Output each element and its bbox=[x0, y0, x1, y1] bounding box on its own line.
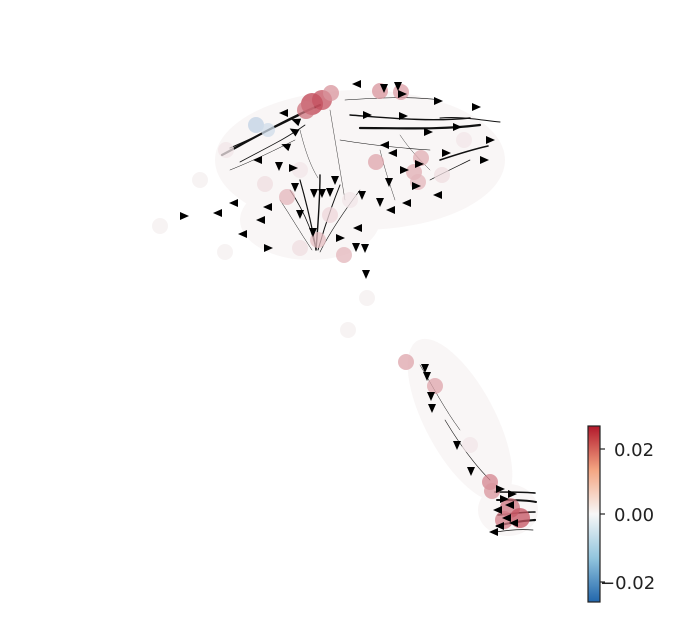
velocity-arrow bbox=[423, 372, 431, 381]
velocity-arrow bbox=[500, 495, 509, 503]
velocity-arrow bbox=[385, 178, 393, 187]
cell-point bbox=[261, 123, 275, 137]
velocity-arrow bbox=[489, 528, 498, 536]
velocity-arrow bbox=[480, 156, 489, 164]
velocity-arrow bbox=[362, 270, 370, 279]
velocity-arrow bbox=[256, 216, 265, 224]
cell-point bbox=[427, 378, 443, 394]
velocity-arrow bbox=[398, 90, 407, 98]
velocity-arrow bbox=[502, 514, 511, 522]
velocity-arrow bbox=[400, 166, 409, 174]
velocity-arrow bbox=[427, 392, 435, 401]
cell-point bbox=[342, 192, 358, 208]
velocity-arrow bbox=[453, 123, 462, 131]
velocity-arrow bbox=[388, 149, 397, 157]
velocity-arrow bbox=[442, 149, 451, 157]
cell-point bbox=[462, 437, 478, 453]
velocity-arrow bbox=[428, 404, 436, 413]
velocity-arrow bbox=[358, 191, 366, 200]
cell-point bbox=[456, 132, 472, 148]
velocity-arrow bbox=[279, 109, 288, 117]
cell-point bbox=[217, 244, 233, 260]
cell-point bbox=[257, 176, 273, 192]
velocity-arrow bbox=[336, 234, 345, 242]
colorbar-gradient bbox=[587, 425, 601, 603]
velocity-arrow bbox=[264, 244, 273, 252]
cell-point bbox=[152, 218, 168, 234]
velocity-arrow bbox=[493, 506, 502, 514]
cell-point bbox=[359, 290, 375, 306]
colorbar: 0.02 0.00 −0.02 bbox=[587, 425, 655, 603]
cell-point bbox=[192, 172, 208, 188]
velocity-arrow bbox=[380, 84, 388, 93]
velocity-arrow bbox=[352, 80, 361, 88]
colorbar-tick-label: 0.00 bbox=[614, 505, 654, 526]
velocity-arrow bbox=[318, 189, 326, 198]
colorbar-tick-label: 0.02 bbox=[614, 440, 654, 461]
velocity-arrow bbox=[424, 128, 433, 136]
cell-point bbox=[323, 85, 339, 101]
velocity-arrow bbox=[275, 162, 283, 171]
velocity-arrow bbox=[291, 183, 299, 192]
velocity-arrow bbox=[508, 490, 517, 498]
velocity-arrow bbox=[399, 112, 408, 120]
velocity-arrows bbox=[180, 80, 518, 536]
velocity-arrow bbox=[412, 182, 421, 190]
velocity-arrow bbox=[296, 210, 304, 219]
velocity-arrow bbox=[509, 519, 518, 527]
velocity-arrow bbox=[433, 191, 442, 199]
velocity-arrow bbox=[289, 128, 300, 137]
cell-point bbox=[340, 322, 356, 338]
velocity-arrow bbox=[505, 501, 514, 509]
velocity-arrow bbox=[421, 364, 429, 373]
velocity-arrow bbox=[263, 203, 272, 211]
velocity-arrow bbox=[415, 160, 424, 168]
cell-point bbox=[292, 240, 308, 256]
velocity-arrow bbox=[402, 199, 411, 207]
cell-point bbox=[398, 354, 414, 370]
velocity-arrow bbox=[253, 156, 262, 164]
velocity-arrow bbox=[453, 441, 461, 450]
cell-point bbox=[322, 207, 338, 223]
velocity-arrow bbox=[213, 209, 222, 217]
cell-point bbox=[510, 508, 530, 528]
cell-point bbox=[297, 101, 315, 119]
velocity-arrow bbox=[238, 230, 247, 238]
colorbar-tick-label: −0.02 bbox=[600, 573, 655, 594]
cell-point bbox=[292, 162, 308, 178]
velocity-arrow bbox=[361, 244, 369, 253]
velocity-arrow bbox=[352, 243, 360, 252]
velocity-arrow bbox=[229, 199, 238, 207]
velocity-arrow bbox=[394, 82, 402, 91]
velocity-arrow bbox=[380, 141, 389, 149]
velocity-arrow bbox=[495, 522, 504, 530]
velocity-arrow bbox=[486, 136, 495, 144]
velocity-arrow bbox=[309, 228, 317, 237]
velocity-arrow bbox=[376, 198, 384, 207]
velocity-arrow bbox=[363, 111, 372, 119]
velocity-arrow bbox=[289, 164, 298, 172]
velocity-arrow bbox=[310, 189, 318, 198]
cell-point bbox=[279, 189, 295, 205]
velocity-arrow bbox=[281, 143, 292, 152]
velocity-arrow bbox=[472, 103, 481, 111]
cell-point bbox=[368, 154, 384, 170]
velocity-arrow bbox=[434, 97, 443, 105]
cell-point bbox=[310, 232, 326, 248]
velocity-arrow bbox=[291, 118, 302, 127]
velocity-arrow bbox=[386, 206, 395, 214]
velocity-arrow bbox=[353, 224, 362, 232]
velocity-arrow bbox=[326, 188, 334, 197]
velocity-arrow bbox=[496, 485, 505, 493]
cell-point bbox=[248, 117, 264, 133]
velocity-arrow bbox=[331, 176, 339, 185]
cell-point bbox=[336, 247, 352, 263]
velocity-arrow bbox=[180, 212, 189, 220]
cell-point bbox=[434, 167, 450, 183]
velocity-arrow bbox=[467, 467, 475, 476]
cell-point bbox=[218, 142, 234, 158]
